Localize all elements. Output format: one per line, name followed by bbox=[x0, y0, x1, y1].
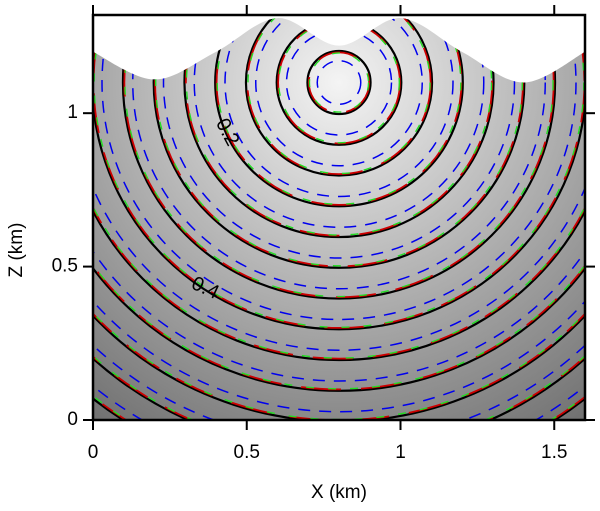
y-tick-labels: 0 0.5 1 bbox=[52, 102, 78, 430]
x-tick-label: 1 bbox=[395, 442, 406, 463]
x-tick-label: 0 bbox=[88, 442, 99, 463]
x-tick-labels: 0 0.5 1 1.5 bbox=[88, 442, 568, 463]
y-tick-label: 0.5 bbox=[52, 256, 78, 277]
x-tick-label: 1.5 bbox=[541, 442, 567, 463]
y-tick-label: 0 bbox=[67, 409, 78, 430]
y-axis-label: Z (km) bbox=[6, 223, 27, 278]
x-tick-label: 0.5 bbox=[234, 442, 260, 463]
y-tick-label: 1 bbox=[67, 102, 78, 123]
x-axis-label: X (km) bbox=[311, 482, 367, 503]
plot-area bbox=[0, 0, 600, 483]
